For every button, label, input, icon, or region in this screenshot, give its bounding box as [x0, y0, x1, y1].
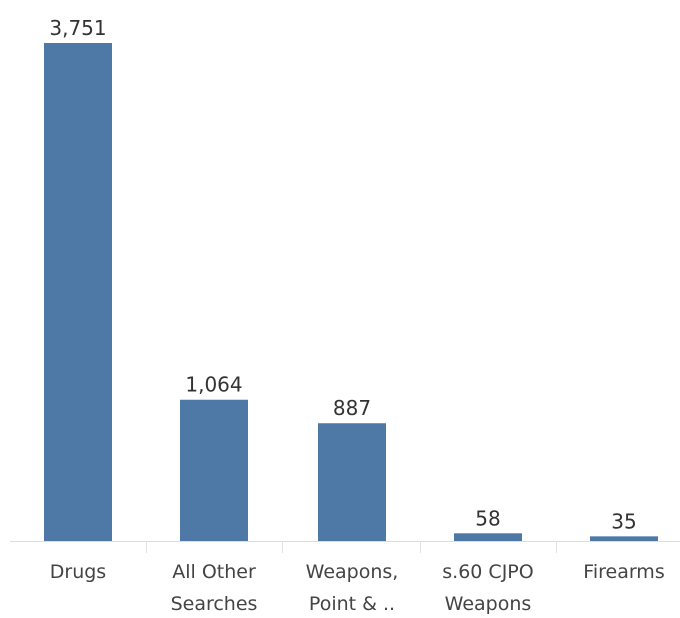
bar-1[interactable] [180, 399, 248, 541]
bar-4[interactable] [590, 536, 658, 541]
data-label-4: 35 [611, 509, 636, 533]
category-label-3-line-1: Weapons [445, 593, 532, 615]
category-label-1-line-0: All Other [172, 561, 256, 583]
category-label-2-line-0: Weapons, [306, 561, 399, 583]
category-label-3-line-0: s.60 CJPO [442, 561, 533, 583]
data-label-0: 3,751 [49, 16, 106, 40]
data-label-2: 887 [333, 396, 371, 420]
bar-0[interactable] [44, 43, 112, 541]
category-label-2-line-1: Point & .. [309, 593, 395, 615]
category-label-4-line-0: Firearms [583, 561, 664, 583]
bar-3[interactable] [454, 533, 522, 541]
category-label-1-line-1: Searches [171, 593, 258, 615]
data-label-3: 58 [475, 506, 500, 530]
data-label-1: 1,064 [185, 373, 242, 397]
bar-2[interactable] [318, 423, 386, 541]
category-label-0-line-0: Drugs [50, 561, 106, 583]
